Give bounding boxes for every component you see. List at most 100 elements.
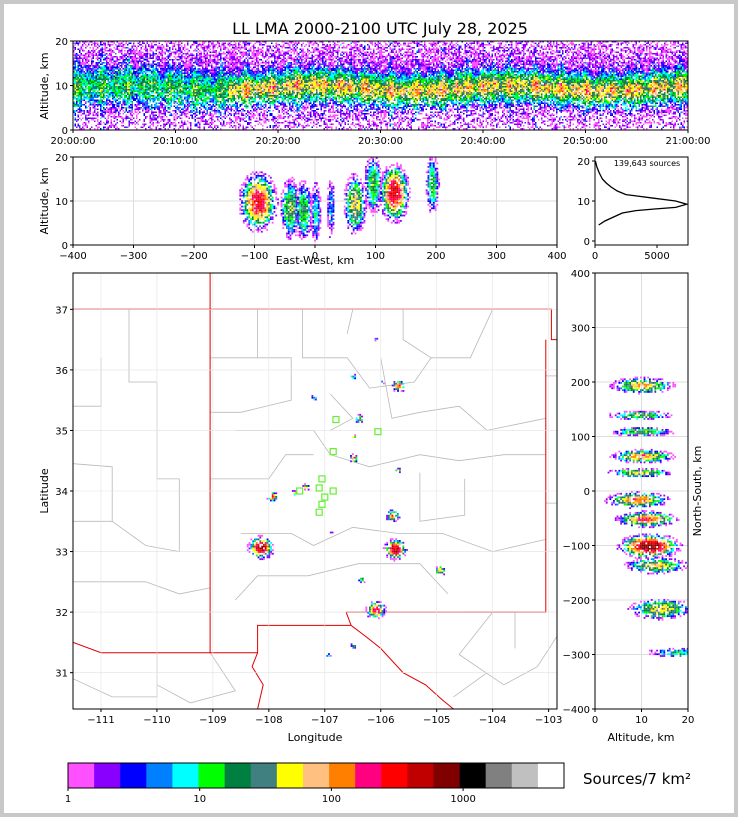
time-height-source-cell (117, 92, 119, 94)
time-height-source-cell (108, 98, 110, 100)
time-height-source-cell (232, 58, 234, 60)
time-height-source-cell (132, 116, 134, 118)
time-height-source-cell (138, 91, 140, 93)
time-height-source-cell (111, 85, 113, 87)
time-height-source-cell (138, 70, 140, 72)
time-height-source-cell (139, 55, 141, 57)
time-height-source-cell (181, 74, 183, 76)
time-height-source-cell (240, 85, 242, 87)
time-height-source-cell (168, 122, 170, 124)
time-height-source-cell (120, 86, 122, 88)
time-height-source-cell (210, 85, 212, 87)
time-height-source-cell (201, 121, 203, 123)
time-height-source-cell (144, 95, 146, 97)
time-height-source-cell (211, 79, 213, 81)
time-height-source-cell (232, 79, 234, 81)
time-height-source-cell (156, 122, 158, 124)
time-height-source-cell (151, 73, 153, 75)
time-height-source-cell (84, 50, 86, 52)
time-height-source-cell (90, 82, 92, 84)
time-height-source-cell (75, 86, 77, 88)
time-height-source-cell (111, 44, 113, 46)
time-height-source-cell (160, 47, 162, 49)
time-height-source-cell (252, 112, 254, 114)
time-height-source-cell (249, 77, 251, 79)
time-height-source-cell (190, 61, 192, 63)
time-height-source-cell (237, 64, 239, 66)
time-height-source-cell (129, 88, 131, 90)
time-height-source-cell (129, 125, 131, 127)
time-height-source-cell (124, 100, 126, 102)
time-height-source-cell (172, 77, 174, 79)
time-height-source-cell (144, 113, 146, 115)
time-height-source-cell (78, 73, 80, 75)
time-height-source-cell (172, 79, 174, 81)
time-height-source-cell (210, 109, 212, 111)
time-height-source-cell (229, 124, 231, 126)
time-height-source-cell (139, 80, 141, 82)
time-height-source-cell (202, 121, 204, 123)
time-height-source-cell (157, 83, 159, 85)
time-height-source-cell (238, 98, 240, 100)
time-height-source-cell (192, 55, 194, 57)
time-height-source-cell (205, 67, 207, 69)
time-height-source-cell (162, 56, 164, 58)
time-height-source-cell (148, 98, 150, 100)
time-height-source-cell (190, 67, 192, 69)
time-height-source-cell (234, 80, 236, 82)
time-height-source-cell (150, 122, 152, 124)
time-height-source-cell (172, 115, 174, 117)
time-height-source-cell (118, 46, 120, 48)
time-height-source-cell (141, 47, 143, 49)
time-height-source-cell (222, 109, 224, 111)
time-height-source-cell (175, 77, 177, 79)
time-height-source-cell (154, 61, 156, 63)
time-height-source-cell (100, 74, 102, 76)
time-height-source-cell (202, 97, 204, 99)
time-height-source-cell (150, 106, 152, 108)
time-height-source-cell (169, 85, 171, 87)
time-height-source-cell (120, 94, 122, 96)
time-height-source-cell (168, 85, 170, 87)
time-height-source-cell (235, 92, 237, 94)
time-height-source-cell (171, 67, 173, 69)
time-height-source-cell (129, 91, 131, 93)
time-height-source-cell (250, 47, 252, 49)
time-height-source-cell (250, 122, 252, 124)
time-height-source-cell (81, 62, 83, 64)
time-height-source-cell (94, 85, 96, 87)
time-height-source-cell (186, 98, 188, 100)
time-height-source-cell (150, 70, 152, 72)
time-height-source-cell (142, 103, 144, 105)
time-height-source-cell (240, 77, 242, 79)
time-height-source-cell (102, 52, 104, 54)
time-height-source-cell (85, 55, 87, 57)
time-height-source-cell (196, 47, 198, 49)
time-height-source-cell (88, 74, 90, 76)
time-height-source-cell (235, 104, 237, 106)
time-height-source-cell (78, 55, 80, 57)
time-height-source-cell (154, 119, 156, 121)
time-height-source-cell (222, 77, 224, 79)
time-height-source-cell (114, 115, 116, 117)
time-height-source-cell (232, 95, 234, 97)
time-height-source-cell (151, 109, 153, 111)
time-height-source-cell (141, 88, 143, 90)
time-height-source-cell (226, 95, 228, 97)
time-height-source-cell (198, 86, 200, 88)
time-height-source-cell (234, 62, 236, 64)
time-height-source-cell (124, 101, 126, 103)
time-height-source-cell (133, 92, 135, 94)
time-height-source-cell (172, 52, 174, 54)
time-height-source-cell (85, 92, 87, 94)
time-height-source-cell (195, 56, 197, 58)
time-height-source-cell (252, 115, 254, 117)
time-height-source-cell (244, 101, 246, 103)
time-height-source-cell (157, 89, 159, 91)
time-height-source-cell (181, 122, 183, 124)
time-height-source-cell (213, 73, 215, 75)
time-height-source-cell (178, 71, 180, 73)
time-height-source-cell (243, 53, 245, 55)
time-height-source-cell (207, 56, 209, 58)
time-height-source-cell (135, 94, 137, 96)
